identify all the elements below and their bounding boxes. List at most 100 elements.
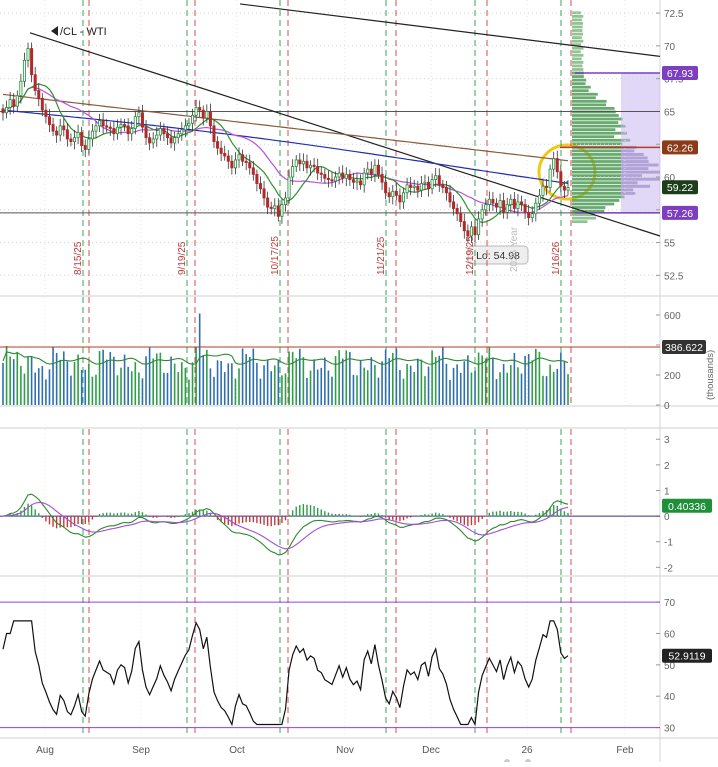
price-badge-text: 62.26	[667, 142, 693, 154]
macd-histogram-bar	[324, 511, 326, 517]
trendline	[239, 3, 661, 57]
volume-profile-bar	[572, 216, 597, 220]
candle-body	[437, 175, 441, 186]
candle-body	[12, 99, 16, 107]
candle-body	[545, 185, 549, 188]
candle-body	[201, 109, 205, 119]
candle-body	[559, 171, 563, 187]
volume-bar	[173, 363, 176, 405]
month-axis-label: Oct	[229, 745, 245, 756]
volume-bar	[48, 369, 51, 405]
volume-bar	[356, 375, 358, 405]
candle-body	[158, 128, 162, 136]
volume-profile-bar	[572, 163, 659, 167]
candle-body	[212, 125, 216, 143]
volume-bar	[134, 362, 137, 405]
volume-bar	[463, 361, 466, 405]
price-badge-box	[662, 180, 698, 195]
candle-body	[8, 99, 12, 108]
volume-bar	[231, 363, 233, 405]
macd-histogram-bar	[456, 516, 458, 522]
candle-body	[130, 128, 134, 135]
macd-histogram-bar	[227, 516, 229, 526]
candle-body	[294, 159, 298, 167]
price-badge: 59.22	[662, 180, 698, 195]
macd-histogram-bar	[316, 507, 319, 517]
macd-histogram-bar	[520, 512, 523, 517]
candle-body	[548, 168, 552, 188]
candle-body	[244, 160, 248, 163]
candle-body	[323, 173, 327, 179]
volume-profile-bar	[572, 170, 660, 174]
candle-body	[33, 74, 37, 91]
volume-bar	[220, 360, 222, 405]
volume-profile-bar	[572, 53, 584, 57]
volume-bar	[420, 359, 423, 405]
candle-body	[269, 206, 273, 209]
macd-histogram-bar	[467, 516, 469, 527]
volume-bar	[556, 368, 559, 405]
macd-histogram-bar	[159, 516, 162, 517]
candle-body	[520, 201, 524, 205]
volume-profile-bar	[572, 174, 642, 178]
candle-body	[255, 173, 259, 184]
macd-histogram-bar	[256, 516, 258, 524]
candle-body	[362, 172, 366, 186]
volume-bar	[331, 376, 333, 405]
volume-bar	[256, 362, 258, 405]
price-axis-label: 67.5	[664, 75, 684, 86]
volume-bar	[152, 358, 154, 405]
volume-bar	[302, 357, 305, 405]
volume-bar	[395, 348, 398, 405]
macd-axis-label: 2	[664, 461, 670, 472]
chart-title-group[interactable]: /CL - WTI	[51, 26, 107, 38]
candle-body	[409, 184, 413, 188]
macd-histogram-bar	[27, 503, 29, 517]
candle-body	[298, 159, 302, 165]
macd-histogram-bar	[145, 514, 147, 517]
candle-body	[233, 159, 237, 169]
volume-bar	[327, 370, 330, 405]
volume-bar	[34, 372, 36, 405]
volume-bar	[155, 353, 158, 405]
macd-histogram-bar	[148, 516, 151, 518]
macd-histogram-bar	[338, 513, 340, 517]
macd-histogram-bar	[98, 514, 101, 517]
candle-body	[477, 218, 481, 236]
candle-body	[155, 134, 159, 140]
candle-body	[191, 114, 195, 124]
volume-bar	[70, 375, 72, 405]
month-axis-label: Feb	[616, 745, 634, 756]
price-badge: 67.93	[662, 66, 698, 81]
price-badge-box	[662, 140, 698, 155]
value-area-bar	[621, 160, 649, 163]
volume-profile-bar	[572, 135, 615, 139]
rsi-badge-text: 52.9119	[668, 651, 705, 663]
candle-body	[26, 48, 30, 61]
volume-bar	[16, 351, 19, 405]
candle-body	[90, 130, 94, 140]
volume-bar	[30, 356, 33, 405]
macd-histogram-bar	[195, 509, 197, 517]
candle-body	[58, 125, 62, 136]
volume-profile-bar	[572, 68, 584, 71]
candle-body	[230, 160, 234, 169]
macd-histogram-bar	[445, 515, 448, 517]
candle-body	[194, 107, 198, 116]
volume-bar	[266, 359, 269, 405]
macd-histogram-bar	[434, 512, 437, 517]
volume-profile-bar	[572, 195, 625, 199]
candle-body	[405, 184, 409, 194]
volume-bar	[59, 359, 62, 405]
macd-histogram-bar	[263, 516, 265, 525]
candle-body	[62, 125, 66, 131]
value-area-shade	[621, 73, 660, 213]
candle-body	[69, 138, 73, 143]
volume-bar	[299, 348, 301, 405]
macd-histogram-bar	[477, 516, 480, 523]
macd-histogram-bar	[252, 516, 255, 523]
candle-body	[101, 120, 105, 127]
candle-body	[226, 155, 230, 162]
volume-profile-bar	[572, 213, 595, 217]
candle-body	[73, 137, 77, 143]
